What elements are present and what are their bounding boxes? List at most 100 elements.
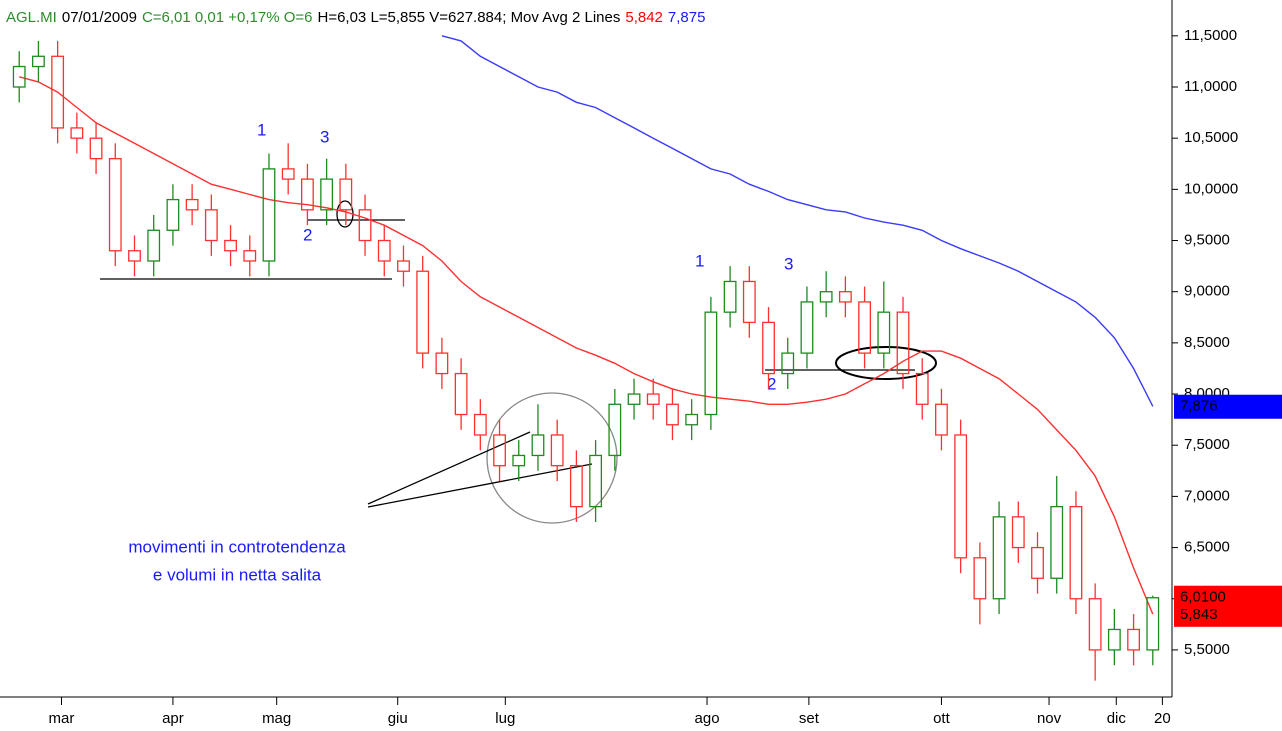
price-box [1174, 602, 1282, 627]
candle-body [185, 198, 199, 211]
x-tick-label: ago [695, 710, 720, 727]
candle-body [1088, 598, 1102, 651]
chart-title: AGL.MI 07/01/2009 C=6,01 0,01 +0,17% O=6 H=… [6, 9, 705, 26]
candle-body [12, 65, 26, 88]
candle-body [300, 178, 314, 211]
trend-line [367, 463, 593, 508]
candle-body [704, 311, 718, 416]
trend-line [367, 431, 531, 505]
candle-body [358, 209, 372, 242]
x-tick-label: dic [1107, 710, 1127, 727]
candle-body [1127, 628, 1140, 651]
candle-body [128, 250, 141, 262]
circle-mark [486, 392, 618, 524]
candle-body [935, 403, 948, 436]
x-tick-label: set [799, 710, 820, 727]
candle-body [243, 250, 257, 262]
candle-body [32, 55, 45, 68]
candle-body [877, 311, 891, 354]
annotation: 3 [784, 254, 793, 273]
drawings [100, 200, 937, 524]
candle-body [608, 403, 622, 457]
x-tick-label: 20 [1154, 710, 1171, 727]
annotation: 3 [320, 127, 329, 146]
annotation: 1 [695, 251, 704, 270]
candle-body [454, 372, 468, 416]
y-tick-label: 9,0000 [1184, 283, 1230, 300]
candle-body [281, 168, 295, 180]
x-tick-label: lug [495, 710, 515, 727]
y-tick-label: 10,0000 [1184, 180, 1238, 197]
candle-body [377, 239, 391, 262]
candle-body [762, 321, 775, 375]
price-box [1174, 394, 1282, 419]
title-part: H=6,03 L=5,855 V=627.884; Mov Avg 2 Line… [317, 9, 620, 26]
candle-body [89, 137, 103, 160]
candle-body [416, 270, 430, 354]
candle-body [646, 393, 660, 405]
x-tick-label: giu [388, 710, 408, 727]
candle-body [781, 352, 795, 375]
annotation: movimenti in controtendenza [128, 537, 346, 556]
candle-body [723, 280, 737, 313]
annotation: e volumi in netta salita [153, 565, 322, 584]
candle-body [512, 454, 526, 467]
candle-body [627, 393, 641, 405]
y-tick-label: 5,5000 [1184, 641, 1230, 658]
x-tick-label: nov [1037, 710, 1062, 727]
y-tick-label: 7,5000 [1184, 436, 1230, 453]
candle-body [473, 413, 487, 436]
candle-body [589, 454, 603, 508]
x-tick-label: ott [933, 710, 951, 727]
annotation: 2 [303, 225, 312, 244]
price-label: 5,843 [1180, 606, 1218, 623]
x-tick-label: mar [49, 710, 75, 727]
candle-body [1011, 516, 1025, 549]
y-tick-label: 8,5000 [1184, 334, 1230, 351]
title-part: 07/01/2009 [62, 9, 137, 26]
price-label: 7,876 [1180, 398, 1218, 415]
candle-body [262, 168, 276, 262]
candle-body [531, 434, 545, 457]
y-tick-label: 7,0000 [1184, 487, 1230, 504]
candle-body [569, 465, 583, 508]
candle-body [320, 178, 334, 211]
candle-body [204, 209, 218, 242]
price-label: 6,0100 [1180, 589, 1226, 606]
candle-body [1031, 546, 1044, 579]
title-part: C=6,01 0,01 +0,17% O=6 [142, 9, 313, 26]
candle-body [550, 434, 564, 467]
title-part: 7,875 [668, 9, 706, 26]
y-tick-label: 9,5000 [1184, 231, 1230, 248]
candle-body [915, 372, 929, 405]
candle-body [685, 413, 699, 426]
candle-body [397, 260, 410, 272]
candle-body [493, 434, 506, 467]
candle-body [339, 178, 353, 211]
candle-body [666, 403, 679, 426]
candle-body [1146, 597, 1160, 651]
candle-body [1107, 628, 1121, 651]
candle-body [51, 55, 65, 129]
moving-average [19, 76, 1154, 615]
x-tick-label: mag [262, 710, 291, 727]
candle-body [800, 301, 814, 354]
candle-body [838, 291, 852, 303]
candle-body [973, 557, 987, 600]
candle-body [819, 291, 833, 303]
candle-body [954, 434, 968, 559]
x-tick-label: apr [162, 710, 184, 727]
candle-body [992, 516, 1006, 600]
y-tick-label: 11,5000 [1184, 27, 1237, 44]
candle-body [70, 127, 84, 139]
title-part: AGL.MI [6, 9, 57, 26]
candle-body [108, 157, 122, 252]
annotation: 2 [767, 374, 776, 393]
candle-body [1069, 505, 1083, 600]
candle-body [166, 198, 180, 231]
y-tick-label: 10,5000 [1184, 129, 1238, 146]
candle-body [147, 229, 161, 262]
y-tick-label: 11,0000 [1184, 78, 1237, 95]
candle-body [435, 352, 449, 375]
